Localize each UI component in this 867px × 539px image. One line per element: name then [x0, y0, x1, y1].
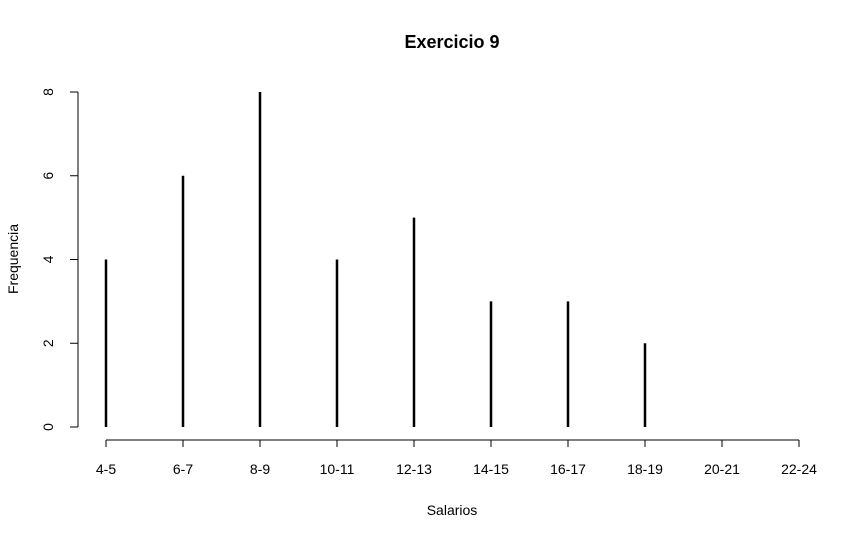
- chart-title: Exercicio 9: [404, 32, 499, 52]
- y-tick-label: 6: [40, 172, 56, 180]
- x-axis: 4-5 6-7 8-9 10-11 12-13 14-15 16-17 18-19 20-21 2…: [96, 439, 817, 477]
- y-tick-label: 0: [40, 423, 56, 431]
- x-tick-label: 18-19: [627, 461, 663, 477]
- x-tick-label: 22-24: [781, 461, 817, 477]
- y-tick-label: 2: [40, 339, 56, 347]
- x-axis-label: Salarios: [427, 502, 478, 518]
- x-tick-label: 6-7: [173, 461, 193, 477]
- x-tick-label: 8-9: [250, 461, 270, 477]
- x-tick-label: 14-15: [473, 461, 509, 477]
- y-tick-label: 4: [40, 255, 56, 263]
- x-tick-label: 10-11: [320, 461, 355, 477]
- x-tick-label: 16-17: [550, 461, 586, 477]
- bars-group: [104, 92, 647, 427]
- x-tick-label: 12-13: [396, 461, 432, 477]
- x-tick-label: 20-21: [704, 461, 740, 477]
- y-axis-label: Frequencia: [5, 224, 21, 294]
- y-tick-label: 8: [40, 88, 56, 96]
- y-axis: 0 2 4 6 8: [40, 88, 79, 431]
- x-tick-label: 4-5: [96, 461, 116, 477]
